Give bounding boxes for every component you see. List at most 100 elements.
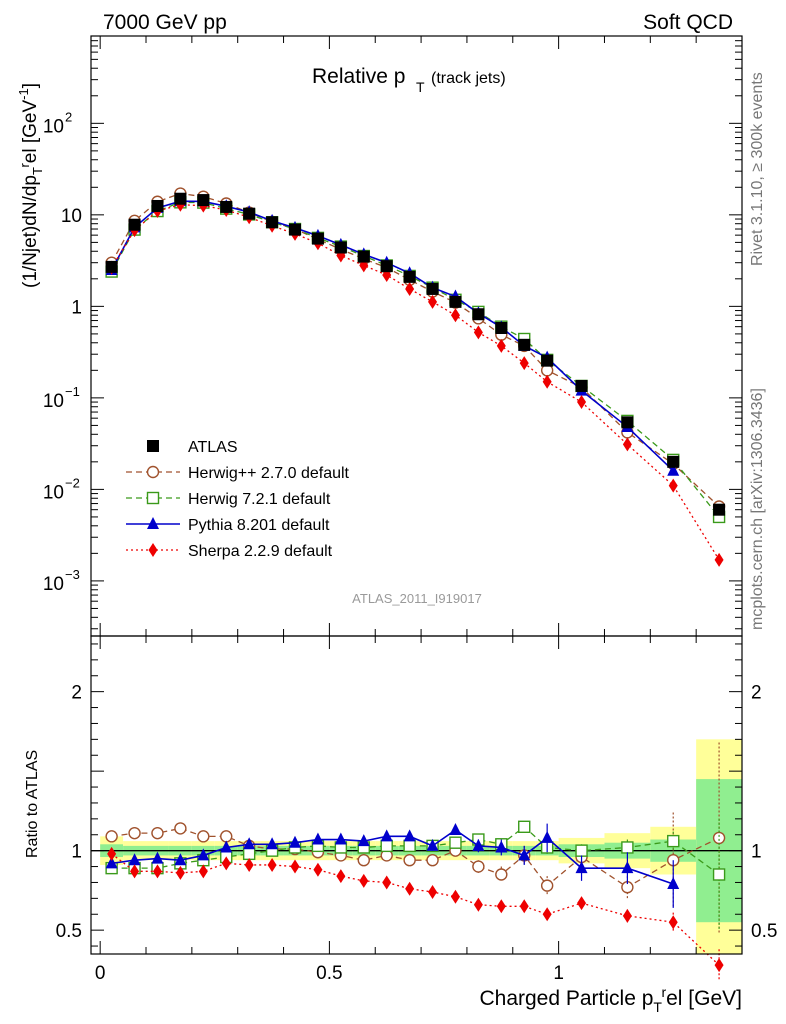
main-point-0-21	[621, 416, 634, 429]
main-point-0-12	[380, 260, 393, 273]
plot-title-suffix: (track jets)	[431, 70, 506, 87]
ratio-point-0-16	[472, 860, 485, 873]
ratio-point-2-17	[495, 840, 508, 853]
ratio-point-3-17	[496, 899, 506, 914]
main-point-4-16	[473, 325, 483, 340]
main-y-tick-label: 10 −1	[43, 384, 80, 412]
ratio-point-2-9	[311, 832, 324, 845]
ratio-point-3-19	[542, 907, 552, 922]
ratio-point-3-11	[359, 873, 369, 888]
ratio-point-2-20	[575, 861, 588, 874]
main-point-0-1	[128, 218, 141, 231]
main-point-3-22	[667, 463, 680, 476]
main-y-tick-label-exp: −3	[65, 567, 80, 582]
ratio-point-3-5	[221, 856, 231, 871]
ratio-y-tick-label-right: 1	[751, 842, 762, 863]
ratio-point-3-0	[107, 846, 117, 861]
ratio-point-3-21	[622, 908, 632, 923]
ratio-point-3-10	[336, 869, 346, 884]
main-point-4-17	[496, 338, 506, 353]
ratio-point-2-5	[220, 840, 233, 853]
plot-title-main: Relative p	[312, 65, 405, 88]
ratio-point-2-14	[426, 838, 439, 851]
x-tick-label: 0	[95, 963, 106, 984]
ratio-point-3-22	[668, 915, 678, 930]
ratio-series-line-1	[111, 825, 720, 876]
ratio-point-1-12	[380, 839, 393, 853]
legend-label-0: ATLAS	[188, 439, 238, 456]
plot-title-subscript: T	[416, 79, 425, 95]
ratio-point-1-13	[403, 839, 416, 853]
ratio-point-0-0	[105, 830, 118, 843]
main-point-0-14	[426, 282, 439, 295]
legend-marker-2	[146, 491, 160, 505]
legend-label-3: Pythia 8.201 default	[188, 517, 330, 534]
ratio-point-2-18	[518, 848, 531, 861]
ratio-point-3-23	[714, 958, 724, 973]
ratio-point-3-15	[450, 889, 460, 904]
main-point-0-7	[266, 216, 279, 229]
main-y-tick-label-exp: −1	[65, 384, 80, 399]
ratio-point-2-10	[334, 832, 347, 845]
ratio-point-0-4	[197, 830, 210, 843]
legend-label-4: Sherpa 2.2.9 default	[188, 543, 333, 560]
ratio-point-1-6	[242, 847, 256, 861]
main-point-0-18	[518, 338, 531, 351]
ratio-point-2-6	[243, 837, 256, 850]
ratio-point-3-4	[198, 864, 208, 879]
ratio-y-tick-label-left: 1	[71, 842, 82, 863]
ratio-point-2-16	[472, 838, 485, 851]
ratio-point-3-1	[130, 864, 140, 879]
ratio-point-3-2	[152, 864, 162, 879]
main-point-0-16	[472, 308, 485, 321]
svg-text:(1/Njet)dN/dpTrel [GeV-1]: (1/Njet)dN/dpTrel [GeV-1]	[16, 83, 45, 288]
ratio-point-2-13	[403, 829, 416, 842]
ratio-point-1-21	[621, 841, 634, 854]
ratio-point-1-22	[667, 834, 680, 848]
main-point-4-14	[428, 294, 438, 309]
main-point-0-4	[197, 194, 210, 207]
ratio-y-tick-label-left: 2	[71, 683, 82, 704]
ratio-point-3-3	[175, 865, 185, 880]
legend-marker-0	[147, 440, 159, 452]
ratio-point-0-17	[495, 868, 508, 881]
ratio-y-axis-label: Ratio to ATLAS	[24, 750, 41, 858]
x-tick-label: 0.5	[316, 963, 342, 984]
ratio-point-3-20	[577, 896, 587, 911]
ratio-point-3-7	[267, 857, 277, 872]
ratio-point-3-14	[428, 884, 438, 899]
main-point-0-9	[311, 232, 324, 245]
header-right: Soft QCD	[643, 11, 733, 34]
ratio-point-1-15	[449, 836, 462, 849]
analysis-watermark: ATLAS_2011_I919017	[352, 591, 482, 606]
main-y-tick-label-exp: 2	[65, 109, 72, 124]
ratio-point-1-23	[712, 868, 726, 881]
main-point-0-10	[334, 241, 347, 254]
ratio-point-2-22	[667, 877, 680, 890]
main-point-0-15	[449, 295, 462, 308]
ratio-point-2-7	[266, 837, 279, 850]
x-axis-label: Charged Particle pTrel [GeV]	[479, 984, 742, 1015]
ratio-point-3-8	[290, 859, 300, 874]
main-point-0-3	[174, 192, 187, 205]
main-point-4-20	[577, 395, 587, 410]
ratio-point-0-2	[151, 826, 164, 840]
main-y-tick-label-exp: −2	[65, 475, 80, 490]
plot-title: Relative p T (track jets)	[312, 65, 506, 95]
ratio-point-2-0	[105, 856, 118, 869]
legend: ATLAS Herwig++ 2.7.0 default Herwig 7.2.1 …	[126, 439, 350, 560]
main-point-4-18	[519, 356, 529, 371]
ratio-point-0-19	[540, 879, 554, 892]
ratio-point-0-14	[426, 853, 439, 867]
ratio-point-2-11	[357, 834, 370, 847]
main-y-tick-label-base: 10	[43, 391, 64, 412]
ratio-point-0-1	[128, 826, 141, 840]
legend-marker-3	[147, 517, 159, 529]
ratio-point-3-9	[313, 862, 323, 877]
ratio-point-1-20	[575, 844, 588, 857]
ratio-point-2-19	[541, 830, 554, 843]
ratio-panel: 0.5 0.5 1 1 2 2 0 0.5 1 Ratio to ATLAS Charged P…	[24, 635, 777, 1015]
main-y-tick-label-base: 10	[43, 574, 64, 595]
ratio-point-2-12	[380, 829, 393, 842]
main-series-0	[105, 192, 726, 516]
